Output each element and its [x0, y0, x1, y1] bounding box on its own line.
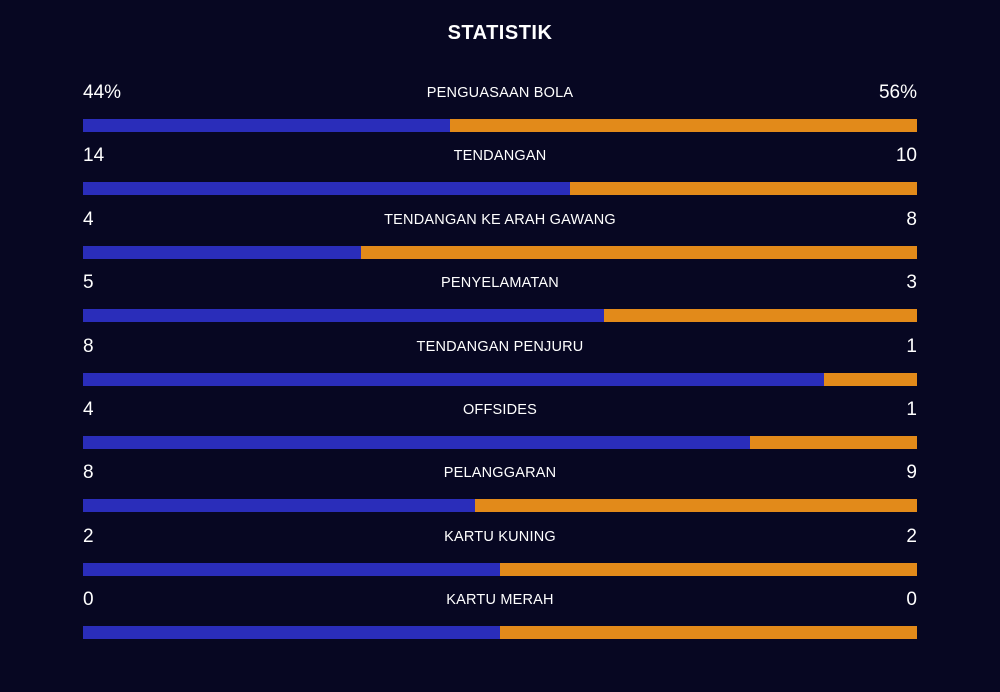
stat-label: TENDANGAN: [453, 148, 547, 165]
stat-row-tendangan-ke-arah-gawang: 4 TENDANGAN KE ARAH GAWANG 8: [83, 205, 917, 268]
away-bar-fill: [750, 435, 917, 449]
home-value: 2: [83, 525, 94, 547]
stat-label: PENYELAMATAN: [441, 275, 559, 292]
stat-row-penyelamatan: 5 PENYELAMATAN 3: [83, 268, 917, 331]
away-value: 56%: [878, 82, 917, 103]
stat-header: 5 PENYELAMATAN 3: [83, 268, 917, 300]
stat-row-tendangan-penjuru: 8 TENDANGAN PENJURU 1: [83, 332, 917, 395]
stat-label: OFFSIDES: [462, 401, 538, 418]
stat-header: 14 TENDANGAN 10: [83, 141, 917, 173]
stat-header: 2 KARTU KUNING 2: [83, 522, 917, 554]
home-value: 5: [83, 272, 94, 294]
home-bar-fill: [83, 435, 751, 449]
stat-row-pelanggaran: 8 PELANGGARAN 9: [83, 458, 917, 521]
stat-row-tendangan: 14 TENDANGAN 10: [83, 141, 917, 204]
stat-header: 4 OFFSIDES 1: [83, 395, 917, 427]
stat-label: TENDANGAN PENJURU: [416, 338, 584, 355]
stat-header: 8 TENDANGAN PENJURU 1: [83, 332, 917, 364]
comparison-bar: [83, 245, 917, 259]
away-bar-fill: [500, 562, 917, 576]
home-value: 4: [83, 398, 94, 420]
away-bar-fill: [824, 372, 917, 386]
comparison-bar: [83, 309, 917, 323]
comparison-bar: [83, 435, 917, 449]
stat-label: PELANGGARAN: [443, 465, 557, 482]
stat-row-kartu-kuning: 2 KARTU KUNING 2: [83, 522, 917, 585]
home-value: 14: [83, 145, 105, 167]
stat-header: 8 PELANGGARAN 9: [83, 458, 917, 490]
home-bar-fill: [83, 309, 605, 323]
home-bar-fill: [83, 372, 825, 386]
comparison-bar: [83, 562, 917, 576]
home-value: 8: [83, 335, 94, 357]
stat-label: PENGUASAAN BOLA: [426, 85, 574, 101]
stat-list: 44% PENGUASAAN BOLA 56% 14 TENDANGAN 10 4 TENDA…: [83, 78, 917, 649]
comparison-bar: [83, 182, 917, 196]
away-value: 1: [906, 398, 917, 420]
comparison-bar: [83, 119, 917, 132]
home-bar-fill: [83, 626, 500, 640]
home-bar-fill: [83, 182, 570, 196]
stat-label: TENDANGAN KE ARAH GAWANG: [384, 211, 616, 228]
away-value: 0: [906, 589, 917, 611]
away-value: 1: [906, 335, 917, 357]
home-bar-fill: [83, 499, 476, 513]
away-value: 10: [895, 145, 917, 167]
away-value: 2: [906, 525, 917, 547]
away-bar-fill: [449, 119, 917, 132]
comparison-bar: [83, 372, 917, 386]
home-value: 4: [83, 208, 94, 230]
away-value: 9: [906, 462, 917, 484]
home-bar-fill: [83, 119, 450, 132]
panel-title: STATISTIK: [447, 22, 553, 44]
away-bar-fill: [475, 499, 917, 513]
away-bar-fill: [569, 182, 917, 196]
away-value: 8: [906, 208, 917, 230]
stat-header: 4 TENDANGAN KE ARAH GAWANG 8: [83, 205, 917, 237]
away-bar-fill: [604, 309, 917, 323]
home-value: 44%: [83, 82, 122, 103]
comparison-bar: [83, 499, 917, 513]
away-value: 3: [906, 272, 917, 294]
home-bar-fill: [83, 245, 361, 259]
away-bar-fill: [500, 626, 917, 640]
stat-label: KARTU MERAH: [446, 592, 554, 609]
away-bar-fill: [360, 245, 917, 259]
stat-header: 0 KARTU MERAH 0: [83, 585, 917, 617]
stat-label: KARTU KUNING: [444, 528, 556, 545]
home-value: 8: [83, 462, 94, 484]
stat-row-kartu-merah: 0 KARTU MERAH 0: [83, 585, 917, 648]
stat-row-offsides: 4 OFFSIDES 1: [83, 395, 917, 458]
stat-header: 44% PENGUASAAN BOLA 56%: [83, 78, 917, 110]
home-value: 0: [83, 589, 94, 611]
comparison-bar: [83, 626, 917, 640]
stat-row-penguasaan-bola: 44% PENGUASAAN BOLA 56%: [83, 78, 917, 141]
home-bar-fill: [83, 562, 500, 576]
